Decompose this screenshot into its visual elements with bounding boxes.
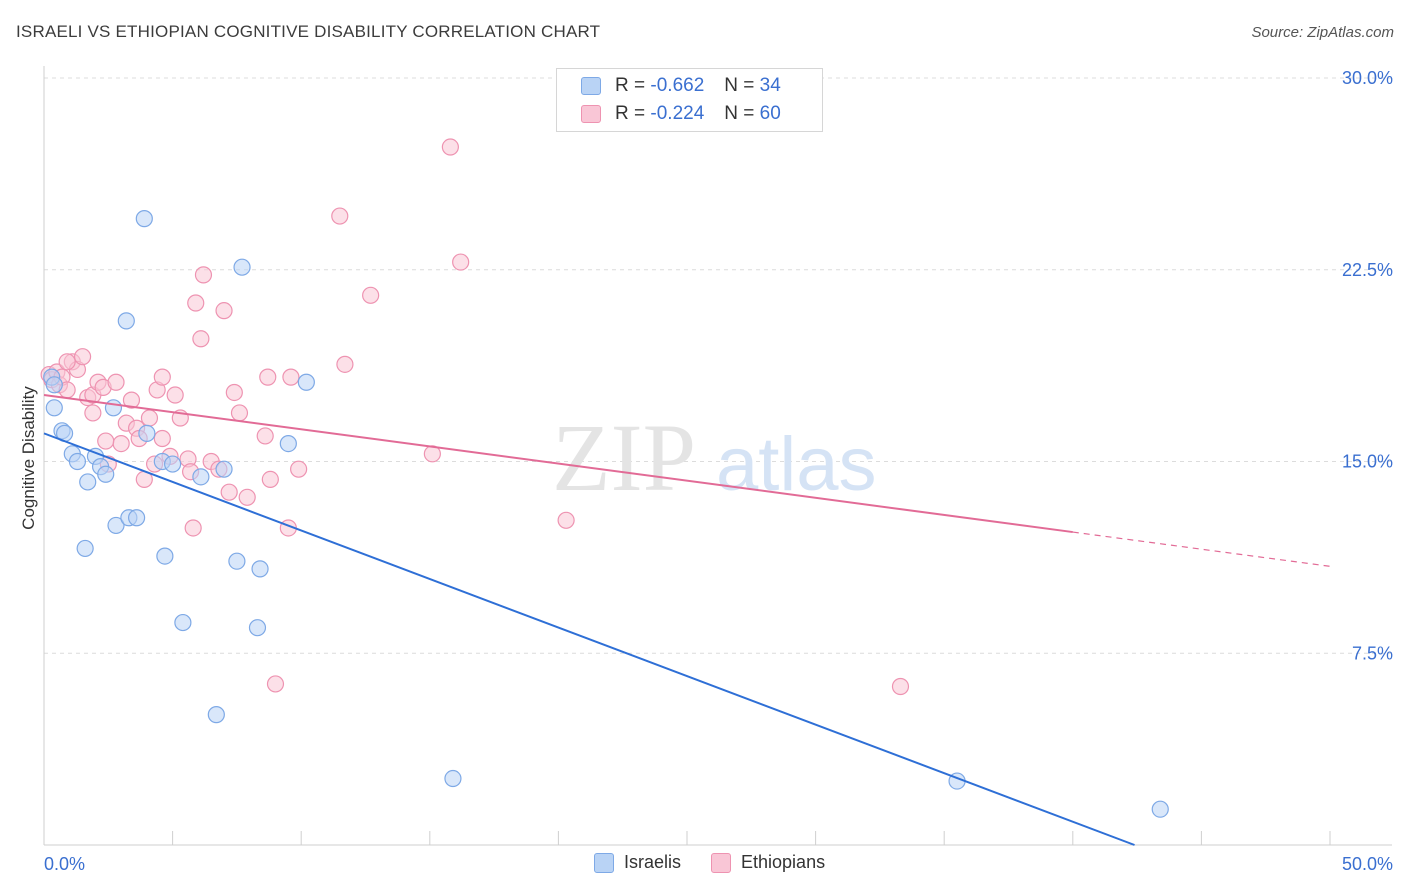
- israeli-point: [444, 769, 462, 788]
- ethiopian-point: [261, 470, 279, 488]
- ethiopian-point: [153, 429, 171, 448]
- israelis-swatch: [581, 77, 601, 95]
- grid-layer: [44, 77, 1392, 654]
- y-tick-label: 22.5%: [1342, 260, 1393, 280]
- ethiopian-point: [256, 427, 274, 445]
- israeli-point: [1151, 800, 1169, 818]
- ethiopians-legend-swatch: [711, 852, 732, 873]
- israeli-point: [215, 460, 233, 478]
- ethiopian-point: [192, 330, 210, 348]
- israeli-point: [97, 465, 115, 483]
- ethiopian-point: [230, 404, 249, 422]
- ethiopian-point: [331, 207, 349, 225]
- ethiopian-point: [259, 368, 277, 386]
- israeli-point: [107, 516, 125, 535]
- israeli-point: [135, 210, 153, 228]
- israeli-point: [192, 468, 210, 486]
- ethiopian-point: [557, 511, 575, 529]
- legend-row-ethiopians: R = -0.224 N = 60: [581, 102, 781, 126]
- israeli-point: [76, 539, 94, 558]
- ethiopian-point: [266, 675, 285, 693]
- ethiopian-point: [112, 435, 130, 453]
- israeli-point: [233, 258, 251, 276]
- y-tick-label: 7.5%: [1352, 643, 1393, 663]
- correlation-legend: R = -0.662 N = 34 R = -0.224 N = 60: [556, 68, 823, 132]
- ethiopian-point: [166, 386, 184, 404]
- ethiopian-point: [336, 355, 354, 373]
- israeli-point: [45, 376, 63, 394]
- r-label: R =: [615, 103, 646, 124]
- israelis-legend-swatch: [594, 852, 614, 873]
- ethiopian-point: [187, 294, 205, 312]
- y-axis-label: Cognitive Disability: [19, 386, 38, 530]
- israeli-point: [138, 424, 156, 442]
- chart-source: Source: ZipAtlas.com: [1251, 24, 1394, 41]
- israelis-legend-label: Israelis: [624, 852, 682, 872]
- ethiopian-point: [225, 383, 243, 402]
- n-label: N =: [724, 75, 755, 96]
- r-label: R =: [615, 75, 646, 96]
- ethiopians-swatch: [581, 105, 601, 123]
- ethiopian-point: [140, 409, 159, 427]
- axes-layer: [43, 66, 1392, 846]
- israeli-point: [164, 455, 182, 473]
- israeli-point: [79, 473, 97, 491]
- ethiopians-trend-line-extension: [1072, 531, 1331, 567]
- ethiopian-point: [238, 488, 256, 506]
- x-tick-label: 50.0%: [1342, 854, 1393, 874]
- ethiopian-point: [122, 391, 141, 409]
- israeli-point: [104, 399, 123, 417]
- israeli-point: [174, 613, 192, 632]
- ethiopian-point: [73, 348, 92, 366]
- labels-layer: 7.5% 15.0% 22.5% 30.0% 0.0% 50.0% Cognitive Di…: [19, 68, 1393, 874]
- series-legend: Israelis Ethiopians: [594, 852, 825, 873]
- israeli-point: [156, 547, 174, 565]
- n-label: N =: [724, 103, 755, 124]
- ethiopian-point: [194, 266, 213, 284]
- israeli-point: [45, 399, 63, 417]
- israeli-point: [248, 619, 267, 637]
- ethiopian-point: [282, 368, 300, 386]
- y-tick-label: 15.0%: [1342, 452, 1393, 472]
- israeli-point: [279, 435, 297, 453]
- n-value: 60: [759, 103, 781, 124]
- r-value: -0.662: [650, 75, 705, 96]
- israeli-point: [127, 509, 146, 527]
- israeli-point: [228, 552, 246, 570]
- ethiopian-point: [97, 432, 115, 450]
- ethiopian-point: [891, 677, 910, 696]
- watermark-zip: ZIP: [552, 404, 696, 511]
- watermark-atlas: atlas: [716, 422, 877, 507]
- ethiopians-trend-line: [43, 394, 1073, 534]
- ethiopian-point: [362, 286, 380, 304]
- r-value: -0.224: [650, 103, 705, 124]
- trend-layer: [43, 394, 1331, 846]
- ethiopian-point: [441, 138, 459, 156]
- watermark: ZIP atlas: [552, 404, 877, 511]
- ethiopian-point: [215, 302, 233, 320]
- legend-row-israelis: R = -0.662 N = 34: [581, 74, 781, 98]
- points-layer: [40, 138, 1169, 818]
- israeli-point: [68, 452, 87, 471]
- israelis-trend-line: [43, 432, 1135, 846]
- israeli-point: [117, 312, 135, 330]
- ethiopian-point: [220, 483, 238, 501]
- ethiopian-point: [452, 253, 470, 271]
- israeli-point: [251, 560, 269, 578]
- ethiopian-point: [107, 373, 125, 391]
- israeli-point: [207, 706, 225, 724]
- israeli-point: [297, 373, 315, 391]
- ethiopian-point: [84, 404, 102, 422]
- ethiopian-point: [153, 368, 171, 386]
- x-tick-label: 0.0%: [44, 854, 85, 874]
- chart-title: ISRAELI VS ETHIOPIAN COGNITIVE DISABILIT…: [16, 22, 601, 41]
- ethiopian-point: [58, 353, 76, 371]
- ethiopians-legend-label: Ethiopians: [741, 852, 826, 872]
- ethiopian-point: [290, 460, 308, 478]
- ethiopian-point: [184, 519, 202, 537]
- n-value: 34: [759, 75, 781, 96]
- y-tick-label: 30.0%: [1342, 68, 1393, 88]
